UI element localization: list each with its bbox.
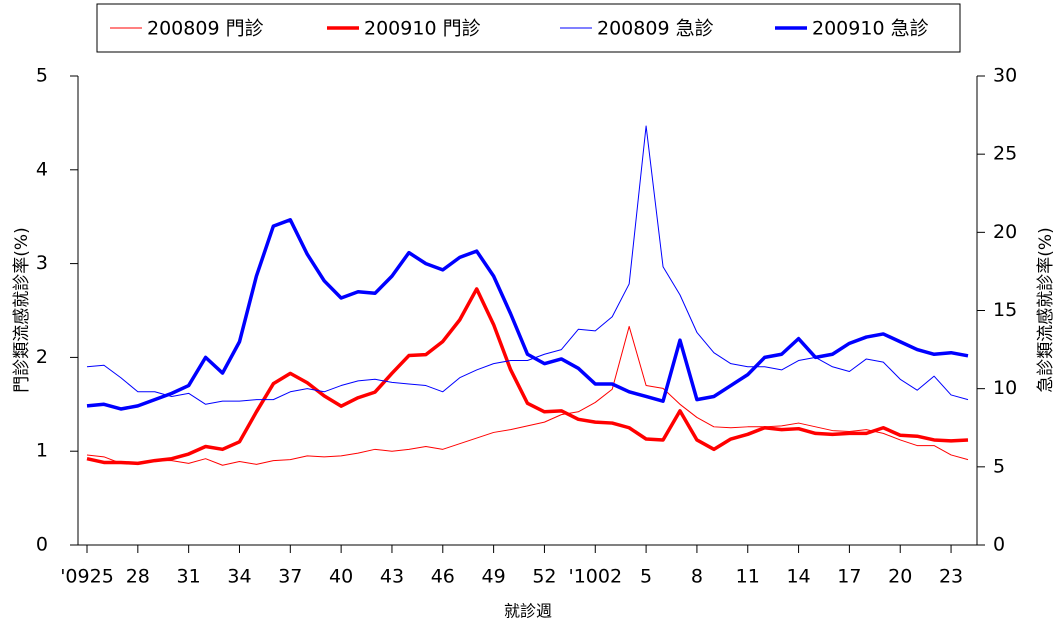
x-tick-label: 14 — [786, 566, 810, 588]
y2-tick-label: 20 — [993, 221, 1017, 243]
x-tick-label: 20 — [888, 566, 912, 588]
y-tick-label: 4 — [36, 158, 48, 180]
y2-tick-label: 0 — [993, 534, 1005, 556]
y-tick-label: 2 — [36, 346, 48, 368]
y2-axis-title: 急診類流感就診率(%) — [1036, 227, 1056, 392]
y2-tick-label: 15 — [993, 299, 1017, 321]
x-tick-label: 52 — [532, 566, 556, 588]
x-tick-label: 34 — [227, 566, 251, 588]
x-tick-label: 5 — [640, 566, 652, 588]
legend-label: 200910 門診 — [364, 18, 481, 40]
x-tick-label: 49 — [482, 566, 506, 588]
y2-tick-label: 5 — [993, 455, 1005, 477]
x-tick-label: 17 — [837, 566, 861, 588]
x-tick-label: 46 — [431, 566, 455, 588]
y-tick-label: 5 — [36, 65, 48, 87]
y-tick-label: 1 — [36, 440, 48, 462]
legend-label: 200809 急診 — [597, 18, 714, 40]
data-line — [86, 287, 969, 466]
data-line — [86, 325, 969, 466]
y2-tick-label: 30 — [993, 65, 1017, 87]
x-axis-title: 就診週 — [504, 602, 552, 621]
y-axis-title: 門診類流感就診率(%) — [12, 227, 32, 392]
x-tick-label: 31 — [177, 566, 201, 588]
y2-tick-label: 25 — [993, 143, 1017, 165]
y-tick-label: 0 — [36, 534, 48, 556]
data-line — [86, 125, 969, 405]
x-tick-label: 43 — [380, 566, 404, 588]
x-tick-label: 37 — [278, 566, 302, 588]
y-tick-label: 3 — [36, 252, 48, 274]
x-tick-label: '0925 — [60, 566, 114, 588]
x-tick-label: 11 — [736, 566, 760, 588]
legend-box — [96, 3, 961, 53]
data-line — [86, 218, 969, 411]
x-tick-label: 40 — [329, 566, 353, 588]
x-tick-label: 8 — [691, 566, 703, 588]
x-tick-label: '1002 — [568, 566, 622, 588]
legend-label: 200809 門診 — [147, 18, 264, 40]
x-tick-label: 23 — [939, 566, 963, 588]
y2-tick-label: 10 — [993, 377, 1017, 399]
x-tick-label: 28 — [126, 566, 150, 588]
legend-label: 200910 急診 — [812, 18, 929, 40]
